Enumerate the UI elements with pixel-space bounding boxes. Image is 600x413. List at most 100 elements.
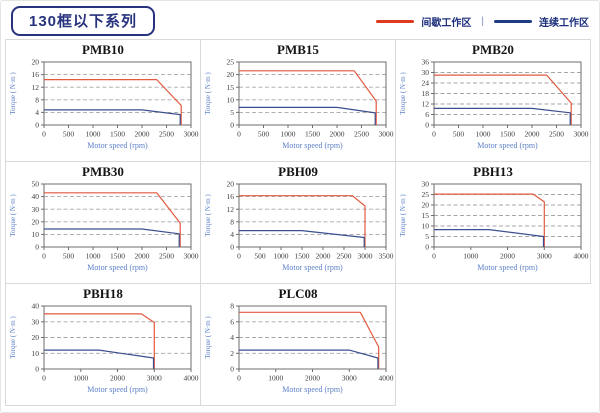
y-tick-label: 4	[35, 108, 39, 117]
x-tick-label: 3000	[358, 252, 373, 261]
y-axis-label: Torque ( N·m )	[9, 316, 17, 359]
y-tick-label: 36	[422, 58, 430, 67]
chart-cell-pbh13: PBH13 0 5 10 15 20 25 30 0 1000 2000 3000 4000 Motor …	[395, 161, 591, 284]
y-tick-label: 15	[422, 211, 430, 220]
x-tick-label: 1000	[86, 252, 101, 261]
x-tick-label: 2500	[354, 130, 369, 139]
y-tick-label: 0	[35, 365, 39, 374]
series-line-intermittent	[239, 195, 366, 247]
y-axis-label: Torque ( N·m )	[9, 72, 17, 115]
chart-cell-plc08: PLC08 0 2 4 6 8 0 1000 2000 3000 4000 Motor speed (…	[200, 283, 396, 406]
series-line-continuous	[44, 228, 180, 247]
x-tick-label: 4000	[574, 252, 589, 261]
x-tick-label: 4000	[379, 374, 394, 383]
x-tick-label: 1000	[274, 252, 289, 261]
x-tick-label: 1500	[305, 130, 320, 139]
x-axis-label: Motor speed (rpm)	[282, 385, 343, 394]
series-line-continuous	[44, 349, 155, 369]
x-tick-label: 3000	[184, 130, 199, 139]
y-tick-label: 10	[227, 95, 235, 104]
x-axis-label: Motor speed (rpm)	[282, 141, 343, 150]
chart-title: PLC08	[278, 286, 318, 301]
y-tick-label: 16	[227, 192, 235, 201]
x-tick-label: 1500	[110, 130, 125, 139]
series-line-intermittent	[239, 70, 377, 125]
chart-title: PBH13	[473, 164, 513, 179]
chart-cell-pmb15: PMB15 0 5 10 15 20 25 0 500 1000 1500 2000 2500 3000 M…	[200, 39, 396, 162]
x-tick-label: 2000	[305, 374, 320, 383]
x-tick-label: 0	[237, 374, 241, 383]
y-tick-label: 4	[230, 230, 234, 239]
x-tick-label: 500	[254, 252, 266, 261]
x-axis-label: Motor speed (rpm)	[477, 141, 538, 150]
series-line-continuous	[239, 349, 379, 369]
plot-border	[238, 183, 387, 248]
chart-cell-pmb30: PMB30 0 10 20 30 40 50 0 500 1000 1500 2000 2500 3000…	[5, 161, 201, 284]
y-tick-label: 20	[422, 201, 430, 210]
series-line-intermittent	[434, 193, 545, 247]
plot-border	[238, 61, 387, 126]
series-line-continuous	[239, 229, 365, 247]
x-tick-label: 1000	[73, 374, 88, 383]
legend-label-continuous: 连续工作区	[539, 18, 589, 29]
x-tick-label: 1000	[268, 374, 283, 383]
y-tick-label: 20	[227, 70, 235, 79]
x-tick-label: 3000	[147, 374, 162, 383]
x-tick-label: 1000	[86, 130, 101, 139]
series-line-continuous	[239, 106, 376, 125]
x-tick-label: 2000	[135, 130, 150, 139]
chart-cell-pmb20: PMB20 0 6 12 18 24 30 36 0 500 1000 1500 2000 2500 300…	[395, 39, 591, 162]
x-tick-label: 3000	[574, 130, 589, 139]
y-axis-label: Torque ( N·m )	[9, 194, 17, 237]
x-tick-label: 3500	[379, 252, 394, 261]
series-line-intermittent	[239, 311, 380, 369]
y-tick-label: 20	[32, 58, 40, 67]
chart-plot: 0 4 8 12 16 20 0 500 1000 1500 2000 2500 3000 Motor s…	[9, 58, 199, 150]
x-tick-label: 2500	[159, 252, 174, 261]
series-line-intermittent	[44, 313, 155, 369]
x-tick-label: 0	[237, 252, 241, 261]
y-axis-label: Torque ( N·m )	[399, 72, 407, 115]
x-tick-label: 500	[63, 130, 75, 139]
x-tick-label: 2000	[330, 130, 345, 139]
series-line-continuous	[434, 228, 545, 247]
y-tick-label: 8	[35, 95, 39, 104]
y-tick-label: 0	[230, 121, 234, 130]
y-tick-label: 10	[32, 349, 40, 358]
chart-title: PBH09	[278, 164, 318, 179]
legend: 间歇工作区 | 连续工作区	[376, 14, 589, 29]
chart-cell-pmb10: PMB10 0 4 8 12 16 20 0 500 1000 1500 2000 2500 3000 Mo…	[5, 39, 201, 162]
series-line-intermittent	[44, 192, 181, 247]
x-axis-label: Motor speed (rpm)	[87, 263, 148, 272]
y-tick-label: 30	[32, 317, 40, 326]
y-tick-label: 25	[227, 58, 235, 67]
y-tick-label: 6	[230, 317, 234, 326]
x-tick-label: 3000	[184, 252, 199, 261]
y-tick-label: 8	[230, 302, 234, 311]
x-tick-label: 2500	[337, 252, 352, 261]
chart-plot: 0 5 10 15 20 25 0 500 1000 1500 2000 2500 3000 Motor …	[204, 58, 394, 150]
y-axis-label: Torque ( N·m )	[399, 194, 407, 237]
y-tick-label: 12	[32, 83, 40, 92]
x-axis-label: Motor speed (rpm)	[282, 263, 343, 272]
x-tick-label: 1500	[295, 252, 310, 261]
chart-title: PMB15	[277, 42, 319, 57]
y-tick-label: 5	[230, 108, 234, 117]
y-tick-label: 4	[230, 333, 234, 342]
y-tick-label: 18	[422, 89, 430, 98]
y-tick-label: 0	[35, 121, 39, 130]
y-tick-label: 8	[230, 217, 234, 226]
y-axis-label: Torque ( N·m )	[204, 316, 212, 359]
y-tick-label: 0	[425, 243, 429, 252]
chart-title: PBH18	[83, 286, 123, 301]
x-axis-label: Motor speed (rpm)	[477, 263, 538, 272]
x-tick-label: 3000	[379, 130, 394, 139]
chart-plot: 0 10 20 30 40 0 1000 2000 3000 4000 Motor speed (r…	[9, 302, 199, 394]
chart-cell-pbh18: PBH18 0 10 20 30 40 0 1000 2000 3000 4000 Motor spe…	[5, 283, 201, 406]
y-tick-label: 10	[422, 222, 430, 231]
x-tick-label: 500	[453, 130, 465, 139]
y-tick-label: 12	[422, 100, 430, 109]
